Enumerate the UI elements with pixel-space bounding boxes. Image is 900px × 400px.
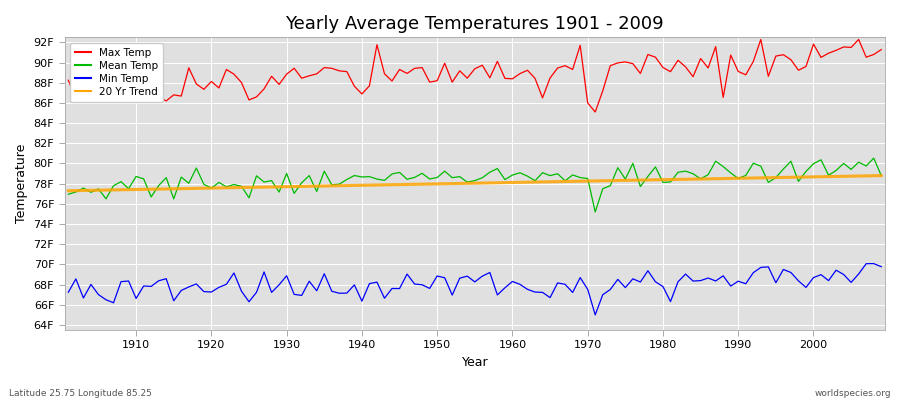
- Text: Latitude 25.75 Longitude 85.25: Latitude 25.75 Longitude 85.25: [9, 389, 152, 398]
- Title: Yearly Average Temperatures 1901 - 2009: Yearly Average Temperatures 1901 - 2009: [285, 15, 664, 33]
- Legend: Max Temp, Mean Temp, Min Temp, 20 Yr Trend: Max Temp, Mean Temp, Min Temp, 20 Yr Tre…: [70, 42, 163, 102]
- Text: worldspecies.org: worldspecies.org: [814, 389, 891, 398]
- Y-axis label: Temperature: Temperature: [15, 144, 28, 223]
- X-axis label: Year: Year: [462, 356, 488, 369]
